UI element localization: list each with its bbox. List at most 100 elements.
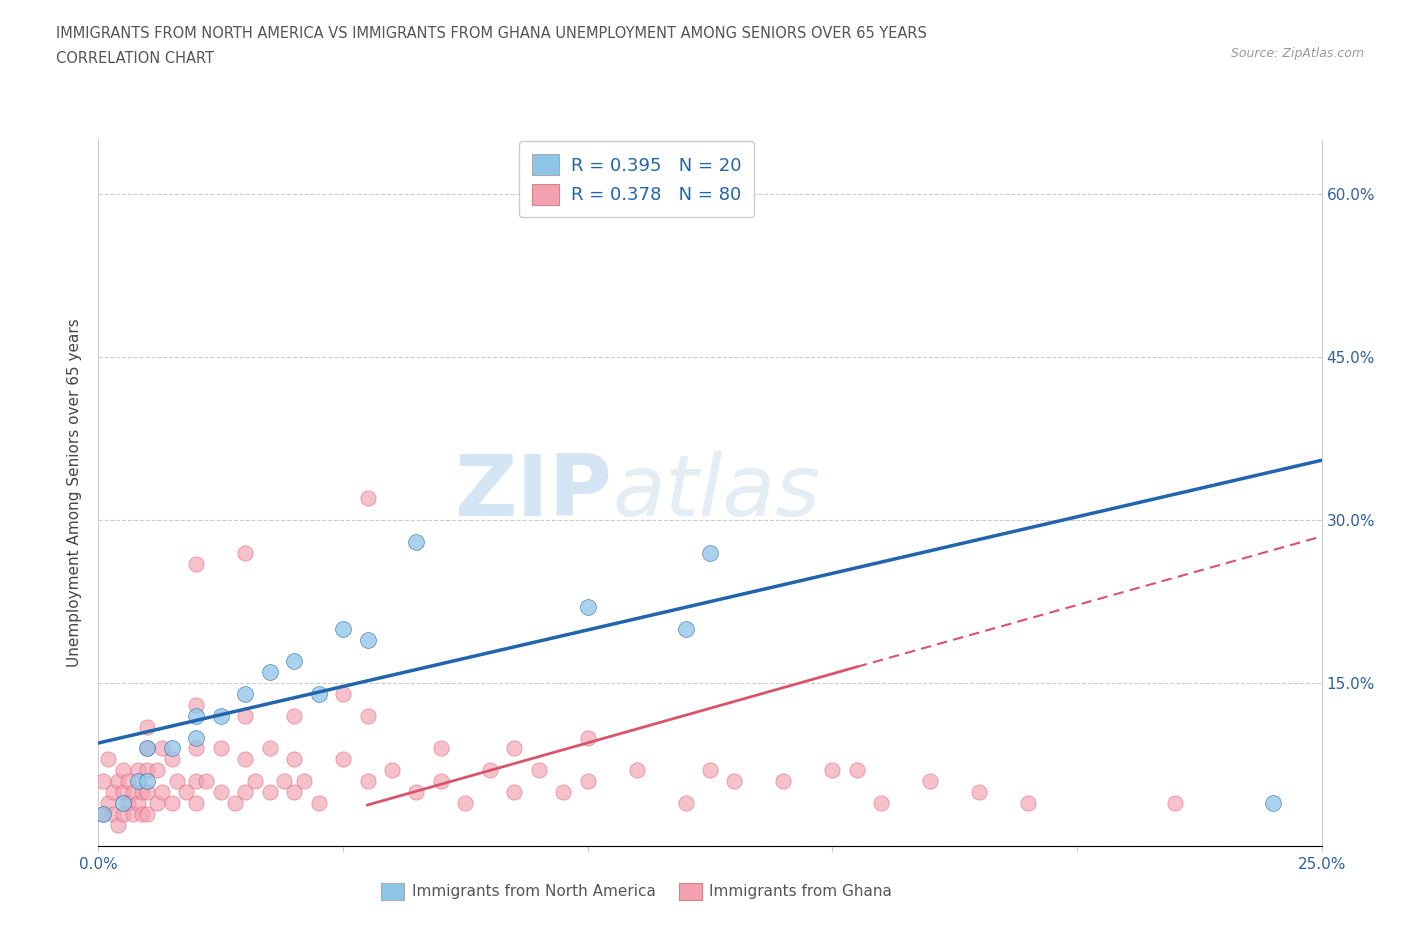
Point: [576, 730, 599, 745]
Point: [186, 709, 208, 724]
Point: [127, 763, 149, 777]
Point: [107, 817, 129, 832]
Point: [136, 719, 159, 734]
Point: [283, 654, 305, 669]
Point: [136, 741, 159, 756]
Point: [121, 785, 143, 800]
Point: [576, 774, 599, 789]
Point: [97, 795, 120, 810]
Point: [920, 774, 942, 789]
Point: [101, 806, 124, 821]
Point: [233, 709, 256, 724]
Point: [136, 806, 159, 821]
Point: [107, 774, 129, 789]
Point: [332, 686, 354, 701]
Point: [186, 698, 208, 712]
Point: [283, 709, 305, 724]
Point: [699, 763, 721, 777]
Point: [97, 751, 120, 766]
Point: [186, 556, 208, 571]
Point: [273, 774, 295, 789]
Point: [308, 686, 330, 701]
Point: [527, 763, 550, 777]
Point: [259, 785, 281, 800]
Point: [356, 709, 378, 724]
Point: [503, 785, 526, 800]
Point: [405, 785, 427, 800]
Point: [91, 806, 114, 821]
Point: [283, 785, 305, 800]
Text: atlas: atlas: [612, 451, 820, 535]
Point: [478, 763, 501, 777]
Text: CORRELATION CHART: CORRELATION CHART: [56, 51, 214, 66]
Point: [243, 774, 266, 789]
Point: [503, 741, 526, 756]
Point: [186, 774, 208, 789]
Point: [111, 785, 134, 800]
Point: [136, 785, 159, 800]
Point: [131, 785, 153, 800]
Point: [111, 806, 134, 821]
Text: IMMIGRANTS FROM NORTH AMERICA VS IMMIGRANTS FROM GHANA UNEMPLOYMENT AMONG SENIOR: IMMIGRANTS FROM NORTH AMERICA VS IMMIGRA…: [56, 26, 927, 41]
Point: [186, 741, 208, 756]
Point: [209, 785, 232, 800]
Point: [233, 751, 256, 766]
Point: [356, 632, 378, 647]
Point: [160, 751, 183, 766]
Point: [699, 545, 721, 560]
Point: [430, 774, 453, 789]
Point: [150, 741, 173, 756]
Point: [1261, 795, 1284, 810]
Point: [111, 795, 134, 810]
Point: [186, 730, 208, 745]
Point: [146, 795, 169, 810]
Point: [356, 491, 378, 506]
Point: [332, 751, 354, 766]
Point: [454, 795, 477, 810]
Point: [870, 795, 893, 810]
Point: [176, 785, 198, 800]
Point: [121, 806, 143, 821]
Y-axis label: Unemployment Among Seniors over 65 years: Unemployment Among Seniors over 65 years: [67, 319, 83, 668]
Point: [845, 763, 868, 777]
Point: [91, 774, 114, 789]
Text: Source: ZipAtlas.com: Source: ZipAtlas.com: [1230, 46, 1364, 60]
Point: [146, 763, 169, 777]
Point: [259, 665, 281, 680]
Point: [381, 763, 404, 777]
Point: [772, 774, 794, 789]
Point: [131, 806, 153, 821]
Point: [356, 774, 378, 789]
Point: [821, 763, 844, 777]
Point: [160, 741, 183, 756]
Point: [553, 785, 575, 800]
Point: [675, 795, 697, 810]
Point: [117, 795, 139, 810]
Point: [1017, 795, 1039, 810]
Point: [283, 751, 305, 766]
Point: [723, 774, 745, 789]
Point: [430, 741, 453, 756]
Point: [150, 785, 173, 800]
Point: [101, 785, 124, 800]
Point: [186, 795, 208, 810]
Point: [91, 806, 114, 821]
Point: [127, 774, 149, 789]
Point: [136, 763, 159, 777]
Point: [308, 795, 330, 810]
Point: [117, 774, 139, 789]
Legend: Immigrants from North America, Immigrants from Ghana: Immigrants from North America, Immigrant…: [375, 877, 898, 906]
Text: ZIP: ZIP: [454, 451, 612, 535]
Point: [292, 774, 315, 789]
Point: [1164, 795, 1187, 810]
Point: [332, 621, 354, 636]
Point: [233, 545, 256, 560]
Point: [111, 763, 134, 777]
Point: [136, 741, 159, 756]
Point: [209, 709, 232, 724]
Point: [127, 795, 149, 810]
Point: [233, 785, 256, 800]
Point: [626, 763, 648, 777]
Point: [675, 621, 697, 636]
Point: [576, 600, 599, 615]
